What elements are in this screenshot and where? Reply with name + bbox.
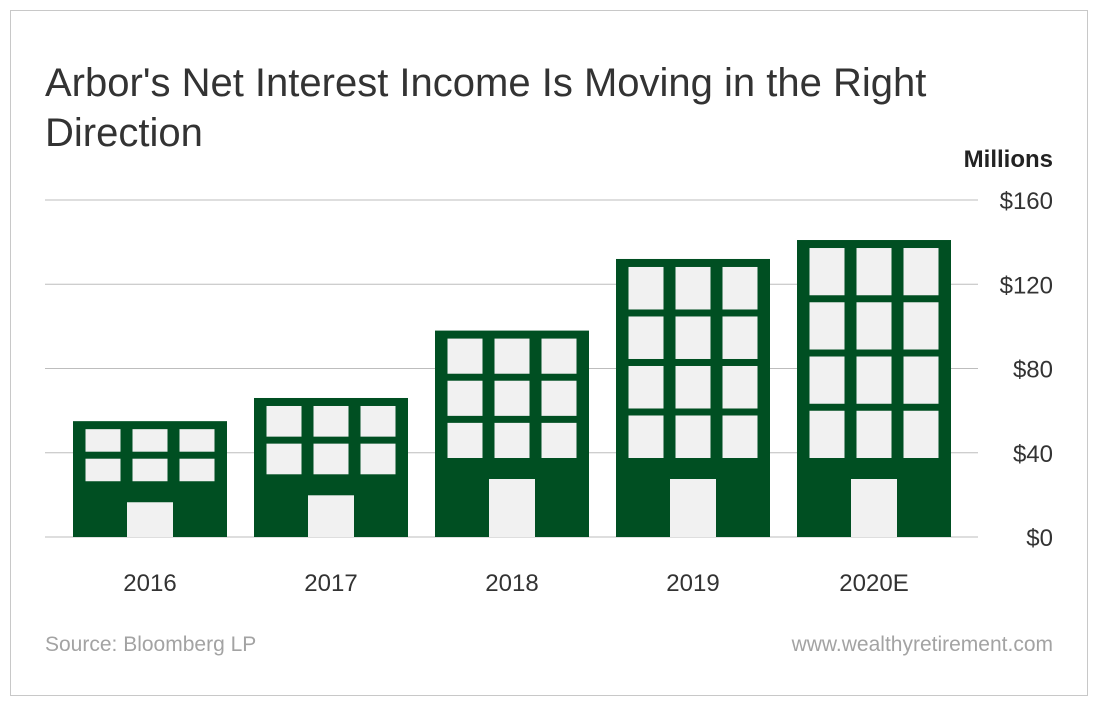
building-window xyxy=(809,302,845,350)
building-window xyxy=(675,415,711,458)
y-axis-unit-label: Millions xyxy=(963,146,1053,173)
building-window xyxy=(675,316,711,359)
building-door xyxy=(308,495,354,537)
building-window xyxy=(313,443,349,475)
building-window xyxy=(494,380,530,416)
building-window xyxy=(541,422,577,458)
building-window xyxy=(494,422,530,458)
building-window xyxy=(809,248,845,296)
x-category-label: 2017 xyxy=(304,570,357,597)
building-window xyxy=(132,429,168,452)
building-window xyxy=(494,338,530,374)
website-credit: www.wealthyretirement.com xyxy=(791,633,1053,656)
building-window xyxy=(360,405,396,437)
building-window xyxy=(856,302,892,350)
building-window xyxy=(447,338,483,374)
building-window xyxy=(722,316,758,359)
building-window xyxy=(628,415,664,458)
y-tick-label: $80 xyxy=(1013,357,1053,384)
x-category-label: 2019 xyxy=(666,570,719,597)
source-note: Source: Bloomberg LP xyxy=(45,633,257,656)
building-window xyxy=(722,415,758,458)
building-window xyxy=(266,443,302,475)
y-tick-label: $120 xyxy=(1000,272,1053,299)
building-window xyxy=(903,356,939,404)
building-window xyxy=(903,302,939,350)
building-window xyxy=(179,429,215,452)
building-window xyxy=(179,458,215,482)
building-door xyxy=(127,502,173,537)
building-door xyxy=(851,479,897,537)
building-window xyxy=(541,338,577,374)
building-window xyxy=(360,443,396,475)
building-window xyxy=(809,356,845,404)
x-category-label: 2018 xyxy=(485,570,538,597)
building-window xyxy=(85,458,121,482)
x-category-label: 2020E xyxy=(839,570,908,597)
building-window xyxy=(675,266,711,310)
building-window xyxy=(447,422,483,458)
building-window xyxy=(628,316,664,359)
building-window xyxy=(856,356,892,404)
building-window xyxy=(856,248,892,296)
building-window xyxy=(903,248,939,296)
building-door xyxy=(670,479,716,537)
building-window xyxy=(541,380,577,416)
building-window xyxy=(722,365,758,409)
building-window xyxy=(722,266,758,310)
building-window xyxy=(313,405,349,437)
building-window xyxy=(266,405,302,437)
building-door xyxy=(489,479,535,537)
building-window xyxy=(675,365,711,409)
y-tick-label: $40 xyxy=(1013,441,1053,468)
building-window xyxy=(903,410,939,458)
y-tick-label: $160 xyxy=(1000,188,1053,215)
building-window xyxy=(628,365,664,409)
x-category-label: 2016 xyxy=(123,570,176,597)
building-window xyxy=(132,458,168,482)
building-window xyxy=(628,266,664,310)
y-tick-label: $0 xyxy=(1026,525,1053,552)
building-window xyxy=(447,380,483,416)
chart-title: Arbor's Net Interest Income Is Moving in… xyxy=(45,61,927,155)
building-window xyxy=(809,410,845,458)
building-window xyxy=(85,429,121,452)
building-window xyxy=(856,410,892,458)
